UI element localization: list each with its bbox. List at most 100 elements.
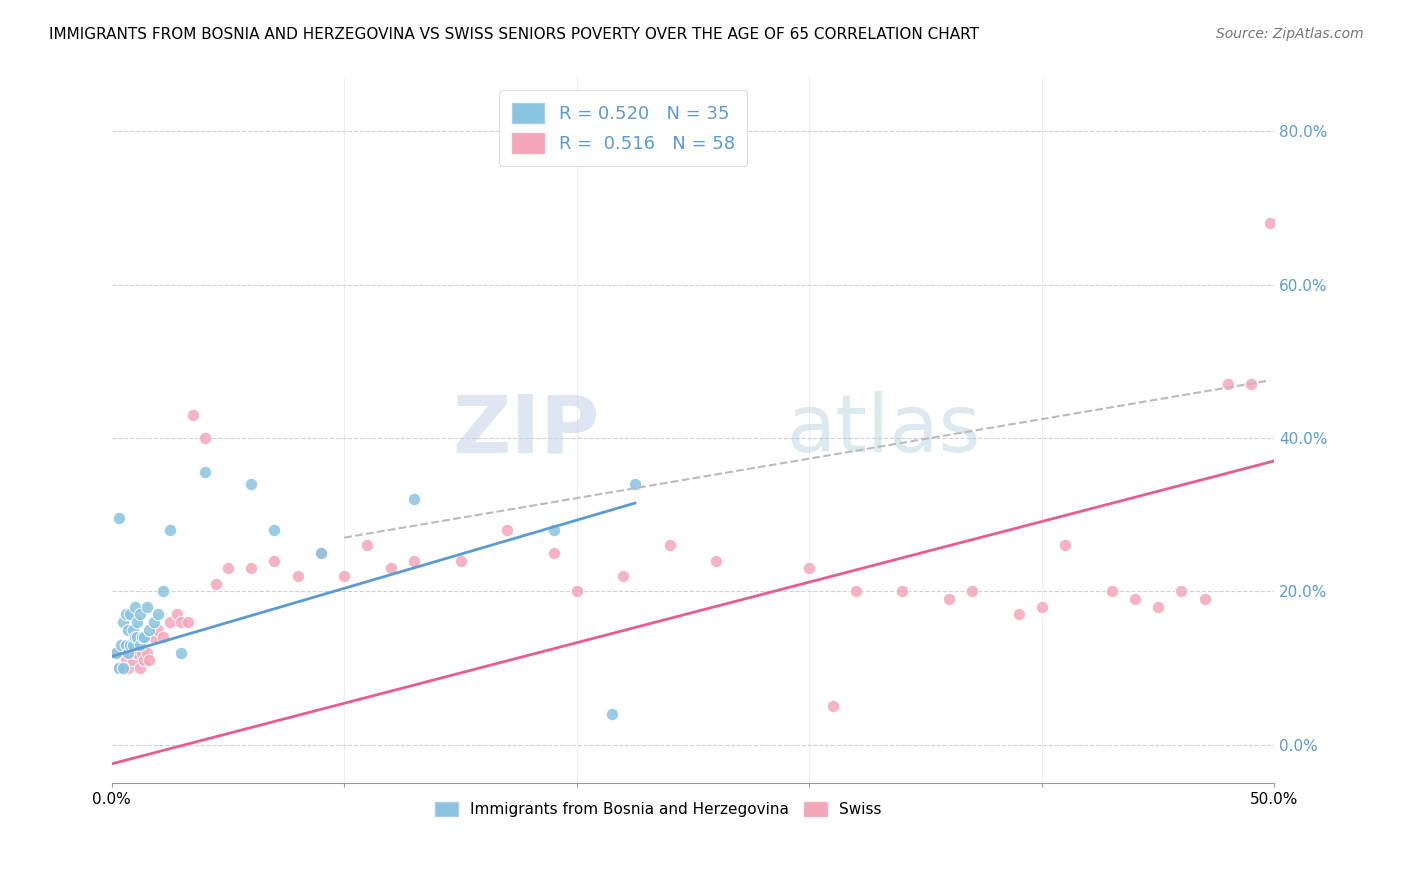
Point: [128, 607, 150, 622]
Point: [170, 646, 193, 660]
Point: [166, 607, 188, 622]
Point: [131, 646, 153, 660]
Point: [181, 408, 204, 422]
Point: [450, 554, 472, 568]
Text: atlas: atlas: [786, 392, 980, 469]
Point: [107, 661, 129, 675]
Point: [120, 646, 142, 660]
Point: [1123, 591, 1146, 606]
Point: [159, 615, 181, 629]
Point: [263, 554, 285, 568]
Point: [110, 638, 132, 652]
Point: [152, 630, 174, 644]
Point: [138, 623, 160, 637]
Point: [1054, 538, 1077, 552]
Point: [205, 576, 228, 591]
Point: [496, 523, 519, 537]
Point: [704, 554, 727, 568]
Point: [1031, 599, 1053, 614]
Point: [127, 646, 149, 660]
Point: [1240, 377, 1263, 392]
Point: [124, 599, 146, 614]
Point: [356, 538, 378, 552]
Point: [142, 615, 165, 629]
Point: [217, 561, 239, 575]
Point: [107, 661, 129, 675]
Legend: Immigrants from Bosnia and Herzegovina, Swiss: Immigrants from Bosnia and Herzegovina, …: [427, 795, 889, 825]
Text: ZIP: ZIP: [453, 392, 600, 469]
Point: [658, 538, 681, 552]
Point: [263, 523, 285, 537]
Point: [112, 661, 135, 675]
Point: [287, 569, 309, 583]
Point: [402, 554, 425, 568]
Point: [121, 638, 143, 652]
Point: [380, 561, 402, 575]
Point: [194, 466, 217, 480]
Point: [131, 630, 153, 644]
Point: [1216, 377, 1239, 392]
Point: [134, 653, 156, 667]
Point: [177, 615, 200, 629]
Point: [128, 638, 150, 652]
Point: [120, 638, 142, 652]
Point: [543, 523, 565, 537]
Point: [124, 630, 146, 644]
Point: [309, 546, 332, 560]
Point: [114, 653, 136, 667]
Point: [117, 646, 139, 660]
Point: [960, 584, 983, 599]
Point: [110, 646, 132, 660]
Point: [135, 599, 157, 614]
Point: [600, 706, 623, 721]
Point: [309, 546, 332, 560]
Point: [845, 584, 868, 599]
Point: [624, 477, 647, 491]
Point: [114, 607, 136, 622]
Point: [112, 661, 135, 675]
Point: [114, 638, 136, 652]
Point: [152, 584, 174, 599]
Point: [612, 569, 634, 583]
Point: [1258, 216, 1281, 230]
Point: [1170, 584, 1192, 599]
Point: [127, 630, 149, 644]
Point: [938, 591, 960, 606]
Point: [148, 607, 170, 622]
Point: [1101, 584, 1123, 599]
Point: [138, 653, 160, 667]
Text: IMMIGRANTS FROM BOSNIA AND HERZEGOVINA VS SWISS SENIORS POVERTY OVER THE AGE OF : IMMIGRANTS FROM BOSNIA AND HERZEGOVINA V…: [49, 27, 979, 42]
Point: [128, 661, 150, 675]
Point: [565, 584, 588, 599]
Point: [1007, 607, 1029, 622]
Point: [107, 511, 129, 525]
Point: [142, 630, 165, 644]
Point: [1194, 591, 1216, 606]
Point: [159, 523, 181, 537]
Point: [105, 646, 128, 660]
Point: [124, 646, 146, 660]
Point: [240, 477, 263, 491]
Point: [134, 630, 156, 644]
Point: [121, 653, 143, 667]
Point: [821, 699, 844, 714]
Point: [120, 607, 142, 622]
Point: [170, 615, 193, 629]
Text: Source: ZipAtlas.com: Source: ZipAtlas.com: [1216, 27, 1364, 41]
Point: [105, 646, 128, 660]
Point: [194, 431, 217, 445]
Point: [121, 623, 143, 637]
Point: [240, 561, 263, 575]
Point: [117, 623, 139, 637]
Point: [127, 615, 149, 629]
Point: [135, 646, 157, 660]
Point: [543, 546, 565, 560]
Point: [148, 623, 170, 637]
Point: [799, 561, 821, 575]
Point: [891, 584, 914, 599]
Point: [333, 569, 356, 583]
Point: [402, 492, 425, 507]
Point: [117, 661, 139, 675]
Point: [112, 615, 135, 629]
Point: [1147, 599, 1170, 614]
